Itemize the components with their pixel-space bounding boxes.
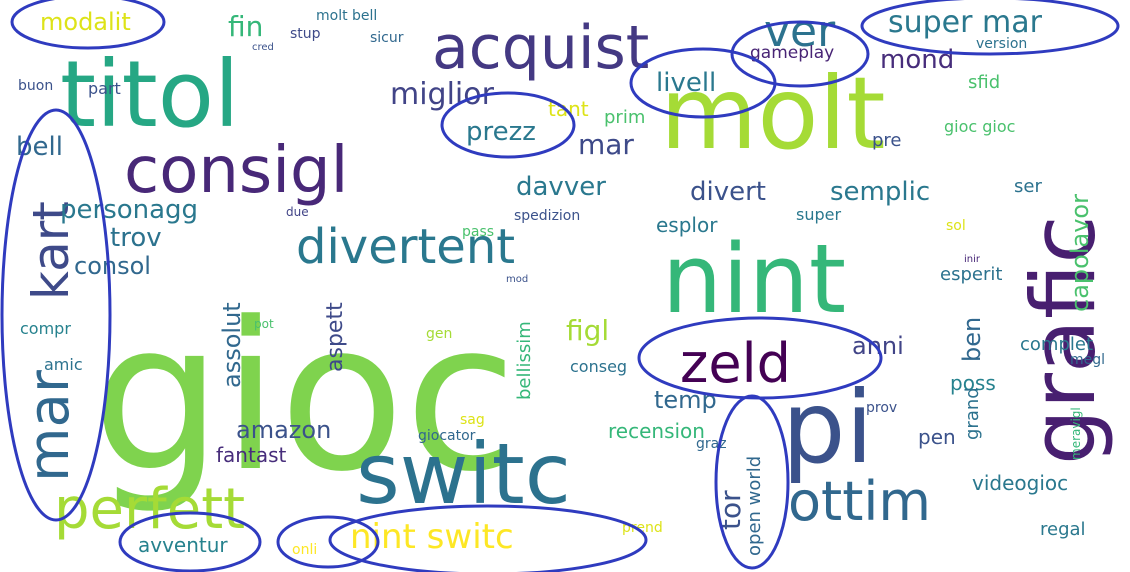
cloud-word: gameplay [750,43,834,63]
annotation-ellipse [328,504,648,572]
cloud-word: ben [958,317,986,362]
cloud-word: gioc [92,279,517,517]
cloud-word: bellissim [514,321,535,400]
cloud-word: figl [566,314,609,347]
cloud-word: livell [656,68,716,98]
cloud-word: pass [462,224,494,240]
cloud-word: amic [44,355,83,374]
cloud-word: davver [516,172,606,202]
cloud-word: bell [16,132,63,162]
cloud-word: stup [290,26,321,42]
annotation-ellipse [730,20,870,88]
annotation-ellipse [10,0,166,50]
cloud-word: aspett [323,302,348,372]
cloud-word: grand [962,387,983,440]
cloud-word: cred [252,42,274,53]
annotation-ellipse [629,47,777,119]
annotation-ellipse [118,511,262,572]
cloud-word: pot [254,317,274,331]
cloud-word: prim [604,107,645,128]
cloud-word: super [796,205,841,224]
cloud-word: acquist [432,13,649,83]
cloud-word: amazon [236,416,331,444]
cloud-word: pen [918,425,956,449]
cloud-word: meravigl [1069,407,1083,460]
cloud-word: poss [950,371,996,395]
cloud-word: complet [1020,334,1093,355]
cloud-word: consol [74,252,151,280]
cloud-word: personagg [60,195,198,225]
cloud-word: onli [292,542,317,558]
cloud-word: mar [578,128,634,161]
cloud-word: zeld [680,332,791,395]
cloud-word: regal [1040,519,1086,540]
annotation-ellipse [276,515,380,569]
cloud-word: esperit [940,264,1002,285]
cloud-word: titol [60,41,240,148]
cloud-word: due [286,205,309,219]
cloud-word: grafic [1012,215,1115,465]
cloud-word: prov [866,400,897,416]
cloud-word: molt bell [316,8,377,24]
cloud-word: fin [228,10,263,43]
cloud-word: inir [964,254,981,265]
cloud-word: avventur [138,533,228,557]
cloud-word: buon [18,78,53,94]
cloud-word: trov [110,223,162,253]
cloud-word: recension [608,419,705,443]
cloud-word: mar [17,369,82,482]
cloud-word: videogioc [972,471,1068,495]
cloud-word: gen [426,326,452,342]
cloud-word: modalit [40,8,131,36]
cloud-word: sol [946,218,966,234]
annotation-ellipse [0,108,112,522]
cloud-word: conseg [570,357,627,376]
cloud-word: gioc gioc [944,117,1015,136]
cloud-word: divertent [296,219,515,275]
cloud-word: spedizion [514,208,580,224]
cloud-word: pre [872,130,902,151]
cloud-word: sicur [370,30,404,46]
annotation-ellipse [860,0,1120,56]
annotation-ellipse [440,91,576,159]
annotation-ellipse [714,394,790,570]
cloud-word: fantast [216,443,286,467]
cloud-word: mod [506,274,528,285]
cloud-word: pi [782,369,873,486]
cloud-word: super mar [888,5,1043,40]
cloud-word: part [88,79,121,98]
cloud-word: capolavor [1066,194,1094,312]
cloud-word: esplor [656,213,718,237]
cloud-word: giocator [418,428,476,444]
cloud-word: consigl [124,134,348,208]
cloud-word: compr [20,319,71,338]
cloud-word: sag [460,412,485,428]
cloud-word: ser [1014,176,1042,197]
cloud-word: prezz [466,117,536,147]
cloud-word: version [976,36,1027,52]
cloud-word: ver [764,6,836,57]
cloud-word: miglior [390,77,495,112]
cloud-word: semplic [830,177,930,207]
cloud-word: megl [1070,352,1105,368]
cloud-word: sfid [968,72,1000,93]
cloud-word: prend [622,520,663,536]
cloud-word: open world [744,456,765,556]
cloud-word: divert [690,177,766,207]
cloud-word: assolut [218,302,246,388]
cloud-word: ottim [788,470,931,533]
cloud-word: kart [22,201,80,300]
